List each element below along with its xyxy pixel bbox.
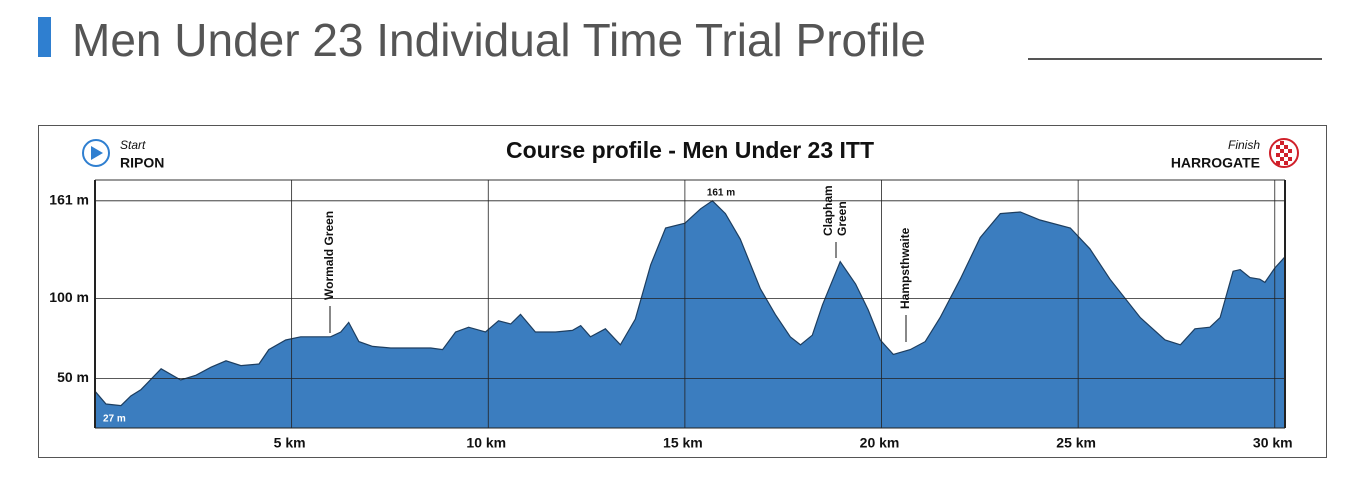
page-title: Men Under 23 Individual Time Trial Profi… [72,14,926,66]
start-name: RIPON [120,155,164,171]
place-label: Hampsthwaite [898,227,912,309]
elevation-area [95,200,1285,428]
title-marker [38,17,51,57]
chart-frame [38,125,1327,458]
max-label: 161 m [707,188,735,199]
y-tick-label: 161 m [49,192,89,208]
finish-icon [1269,138,1299,168]
finish-label: Finish [1228,138,1260,152]
x-tick-label: 5 km [274,435,306,451]
x-tick-label: 25 km [1056,435,1096,451]
elevation-line [94,200,1286,407]
x-tick-label: 20 km [860,435,900,451]
finish-checks [1276,141,1292,165]
place-label: Green [835,201,849,236]
place-label: Wormald Green [322,211,336,300]
start-icon-arrow [91,146,103,160]
start-label: Start [120,138,146,152]
y-tick-label: 100 m [49,289,89,305]
finish-name: HARROGATE [1171,155,1260,171]
x-tick-label: 10 km [466,435,506,451]
place-label: Clapham [821,185,835,236]
min-label: 27 m [103,414,126,425]
x-tick-label: 30 km [1253,435,1293,451]
y-tick-label: 50 m [57,369,89,385]
x-tick-label: 15 km [663,435,703,451]
chart-title: Course profile - Men Under 23 ITT [506,137,874,163]
